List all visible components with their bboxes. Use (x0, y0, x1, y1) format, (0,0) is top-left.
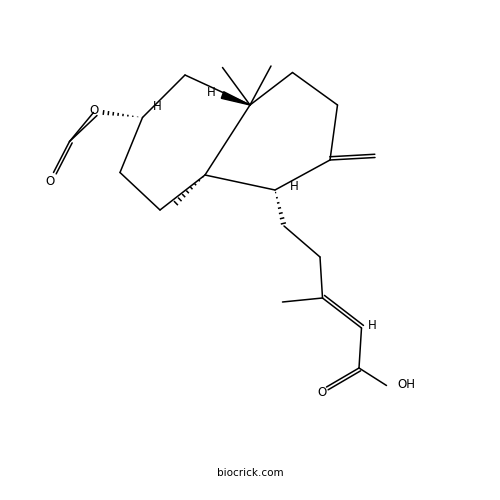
Text: OH: OH (398, 378, 415, 391)
Text: H: H (368, 319, 377, 332)
Text: H: H (207, 86, 216, 99)
Text: biocrick.com: biocrick.com (216, 468, 284, 477)
Text: H: H (153, 100, 162, 113)
Polygon shape (222, 92, 250, 105)
Text: O: O (45, 175, 54, 188)
Text: O: O (89, 104, 98, 118)
Text: O: O (317, 386, 326, 400)
Text: H: H (290, 180, 298, 192)
